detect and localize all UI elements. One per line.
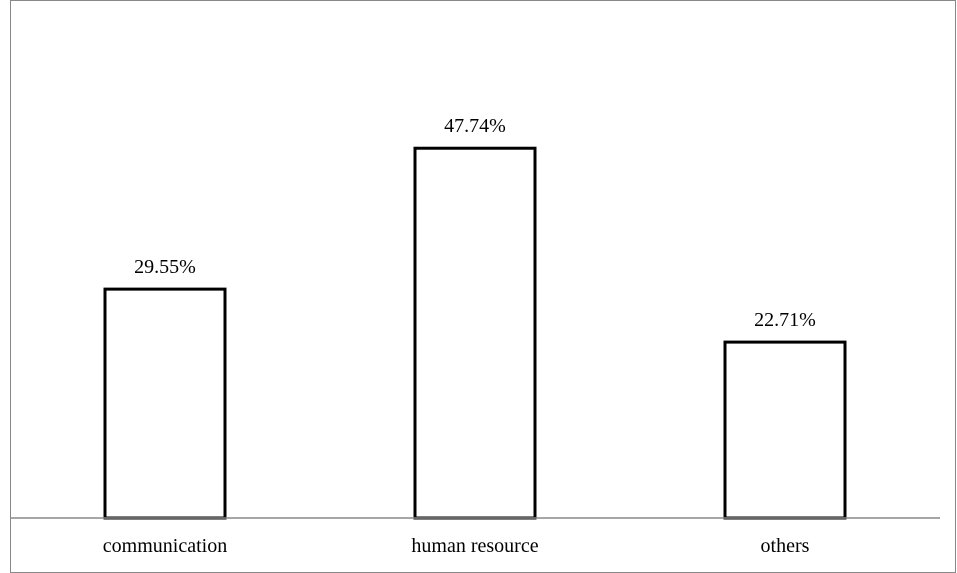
data-label-others: 22.71%	[754, 309, 816, 331]
category-label-others: others	[761, 535, 810, 557]
labels-layer: 29.55% communication 47.74% human resource 2…	[103, 115, 816, 557]
data-label-communication: 29.55%	[134, 256, 196, 278]
category-label-human-resource: human resource	[411, 535, 538, 557]
bar-communication	[103, 287, 227, 520]
bars-layer	[103, 146, 847, 520]
data-label-human-resource: 47.74%	[444, 115, 506, 137]
category-label-communication: communication	[103, 535, 227, 557]
bar-others	[723, 340, 847, 520]
bar-human-resource	[413, 146, 537, 520]
